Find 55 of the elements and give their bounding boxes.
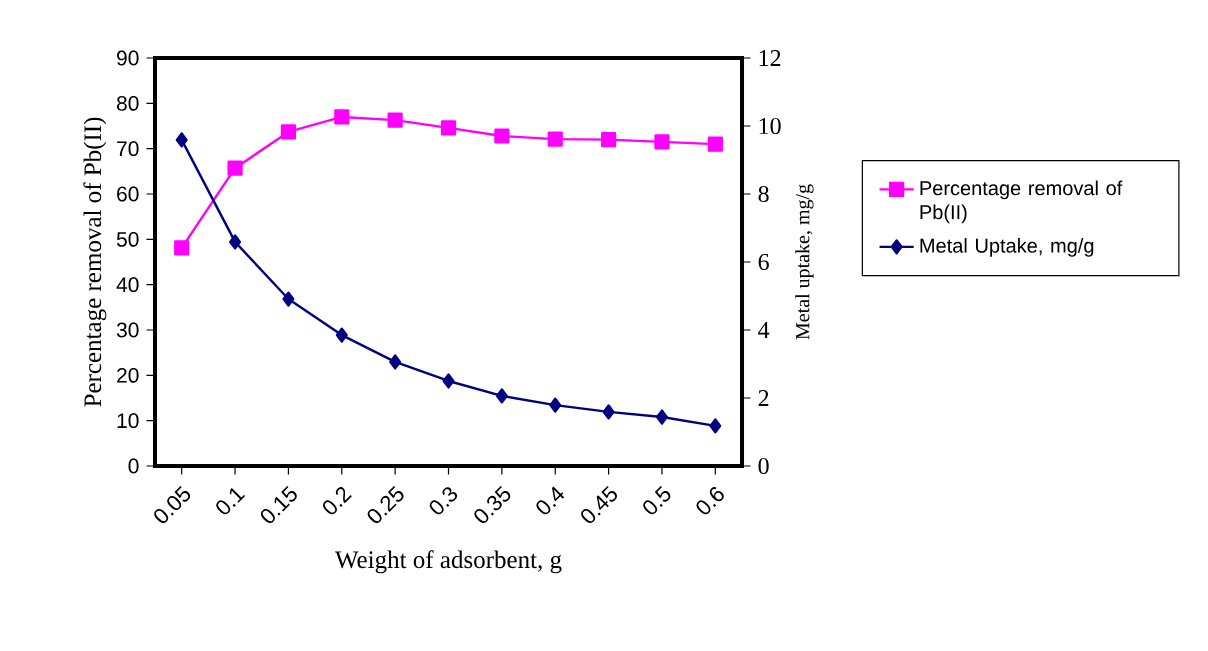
point — [175, 132, 188, 148]
x-tick-label: 0.3 — [429, 487, 458, 515]
y-tick-label: 80 — [116, 95, 139, 111]
point — [547, 131, 563, 147]
y2-axis-title: Metal uptake, mg/g — [795, 184, 814, 340]
point — [707, 136, 723, 152]
y2-tick-label: 6 — [758, 253, 769, 271]
y-tick-label: 0 — [128, 458, 139, 474]
x-tick-label: 0.6 — [696, 487, 724, 515]
legend-label: Metal Uptake, mg/g — [920, 238, 1094, 257]
y2-tick-label: 0 — [758, 457, 769, 475]
point — [495, 388, 508, 404]
point — [280, 124, 297, 140]
x-tick-label: 0.05 — [154, 485, 191, 523]
x-tick-label: 0.1 — [216, 488, 246, 515]
x-tick-label: 0.15 — [260, 485, 297, 523]
point — [602, 404, 615, 420]
x-tick-label: 0.2 — [322, 487, 352, 515]
point — [440, 120, 457, 136]
point — [494, 128, 510, 144]
x-axis-title: Weight of adsorbent, g — [334, 550, 562, 574]
point — [387, 112, 403, 128]
y-tick-label: 30 — [116, 322, 139, 338]
y2-tick-label: 2 — [758, 390, 769, 406]
y-axis-title: Percentage removal of Pb(II) — [83, 117, 107, 407]
x-tick-label: 0.35 — [474, 485, 511, 523]
x-tick-label: 0.4 — [536, 486, 565, 515]
y-tick-label: 60 — [117, 186, 139, 202]
y-tick-label: 40 — [116, 277, 139, 293]
y-tick-label: 10 — [117, 413, 139, 429]
point — [654, 134, 670, 150]
point — [229, 234, 242, 250]
point — [227, 160, 243, 176]
point — [709, 418, 722, 434]
point — [335, 327, 348, 343]
point — [442, 373, 455, 389]
y-tick-label: 50 — [116, 231, 139, 247]
legend-label: Percentage removal of Pb(II) — [920, 180, 1123, 224]
point — [174, 240, 190, 256]
point — [389, 354, 402, 370]
point — [655, 409, 668, 425]
x-tick-label: 0.45 — [581, 485, 617, 523]
y2-tick-label: 8 — [758, 185, 769, 203]
y-tick-label: 90 — [117, 50, 139, 66]
x-tick-label: 0.5 — [643, 485, 671, 515]
point — [334, 109, 350, 125]
x-tick-label: 0.25 — [367, 485, 404, 523]
y2-tick-label: 12 — [759, 50, 781, 66]
point — [601, 132, 617, 148]
y-tick-label: 70 — [117, 141, 139, 157]
point — [282, 291, 295, 307]
point — [549, 397, 562, 413]
y2-tick-label: 4 — [758, 322, 770, 338]
y2-tick-label: 10 — [759, 117, 781, 135]
y-tick-label: 20 — [117, 367, 139, 383]
